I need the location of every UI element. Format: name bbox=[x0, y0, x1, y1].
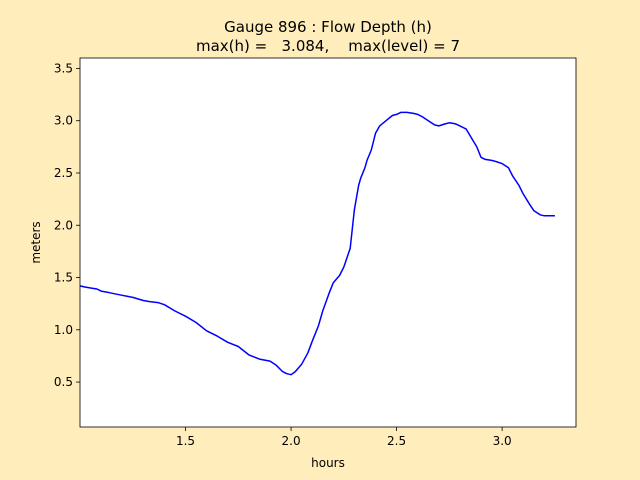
x-tick-label: 2.0 bbox=[282, 434, 301, 448]
y-tick-group: 0.5 1.0 1.5 2.0 2.5 3.0 3.5 bbox=[54, 61, 80, 389]
y-axis-label: meters bbox=[29, 221, 43, 263]
y-tick-label: 3.5 bbox=[54, 61, 73, 75]
y-tick-label: 1.0 bbox=[54, 323, 73, 337]
x-axis-label: hours bbox=[311, 456, 345, 470]
x-tick-label: 2.5 bbox=[387, 434, 406, 448]
y-tick-label: 2.5 bbox=[54, 166, 73, 180]
plot-area bbox=[80, 58, 576, 427]
series-line-0 bbox=[79, 111, 555, 376]
x-tick-label: 1.5 bbox=[176, 434, 195, 448]
axes-frame bbox=[79, 57, 577, 428]
chart-subtitle: max(h) = 3.084, max(level) = 7 bbox=[196, 37, 460, 55]
x-tick-label: 3.0 bbox=[493, 434, 512, 448]
series-group bbox=[79, 111, 555, 376]
y-tick-label: 3.0 bbox=[54, 114, 73, 128]
y-tick-label: 0.5 bbox=[54, 375, 73, 389]
x-tick-group: 1.5 2.0 2.5 3.0 bbox=[176, 427, 512, 448]
chart-title: Gauge 896 : Flow Depth (h) bbox=[224, 18, 432, 36]
y-tick-label: 2.0 bbox=[54, 218, 73, 232]
y-tick-label: 1.5 bbox=[54, 271, 73, 285]
